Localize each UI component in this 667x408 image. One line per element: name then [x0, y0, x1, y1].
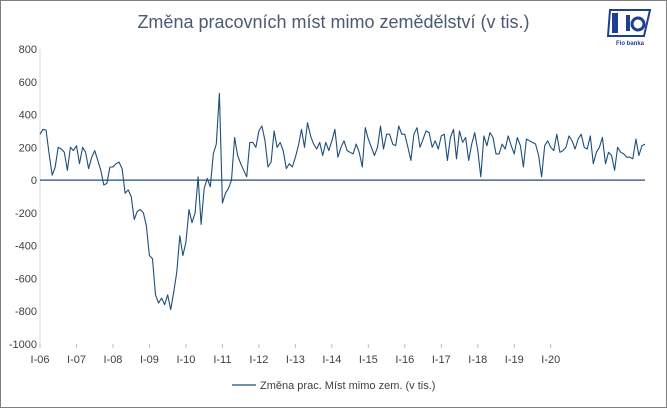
y-tick-label: -800 [15, 306, 37, 318]
x-tick-label: I-13 [286, 354, 305, 366]
x-tick-label: I-12 [249, 354, 268, 366]
y-tick-label: -1000 [9, 339, 37, 351]
x-tick-label: I-07 [67, 354, 86, 366]
y-tick-label: 400 [19, 110, 37, 122]
y-tick-label: 800 [19, 44, 37, 56]
y-tick-label: -200 [15, 208, 37, 220]
x-tick-label: I-06 [31, 354, 50, 366]
y-tick-label: -600 [15, 273, 37, 285]
x-tick-label: I-15 [359, 354, 378, 366]
y-tick-label: 0 [31, 175, 37, 187]
y-tick-label: 200 [19, 142, 37, 154]
x-tick-label: I-11 [213, 354, 231, 366]
plot-area [39, 92, 646, 311]
y-tick-label: -400 [15, 241, 37, 253]
legend-label: Změna prac. Míst mimo zem. (v tis.) [260, 380, 435, 392]
x-tick-label: I-08 [103, 354, 122, 366]
y-axis: 800 600 400 200 0 -200 -400 -600 -800 -1000 [9, 44, 41, 351]
x-axis: I-06 I-07 I-08 I-09 I-10 I-11 I-12 I-13 I-14 I-15… [31, 344, 560, 366]
chart-title: Změna pracovních míst mimo zemědělství (… [137, 12, 530, 32]
svg-text:Fio banka: Fio banka [616, 41, 645, 47]
x-tick-label: I-18 [468, 354, 487, 366]
legend: Změna prac. Míst mimo zem. (v tis.) [232, 380, 435, 392]
fio-banka-logo: Fio banka [604, 6, 656, 48]
x-tick-label: I-09 [140, 354, 159, 366]
series-line [39, 92, 646, 311]
y-tick-label: 600 [19, 77, 37, 89]
x-tick-label: I-20 [541, 354, 560, 366]
x-tick-label: I-10 [176, 354, 195, 366]
x-tick-label: I-16 [395, 354, 414, 366]
x-tick-label: I-14 [322, 354, 341, 366]
x-tick-label: I-19 [505, 354, 524, 366]
x-tick-label: I-17 [432, 354, 451, 366]
